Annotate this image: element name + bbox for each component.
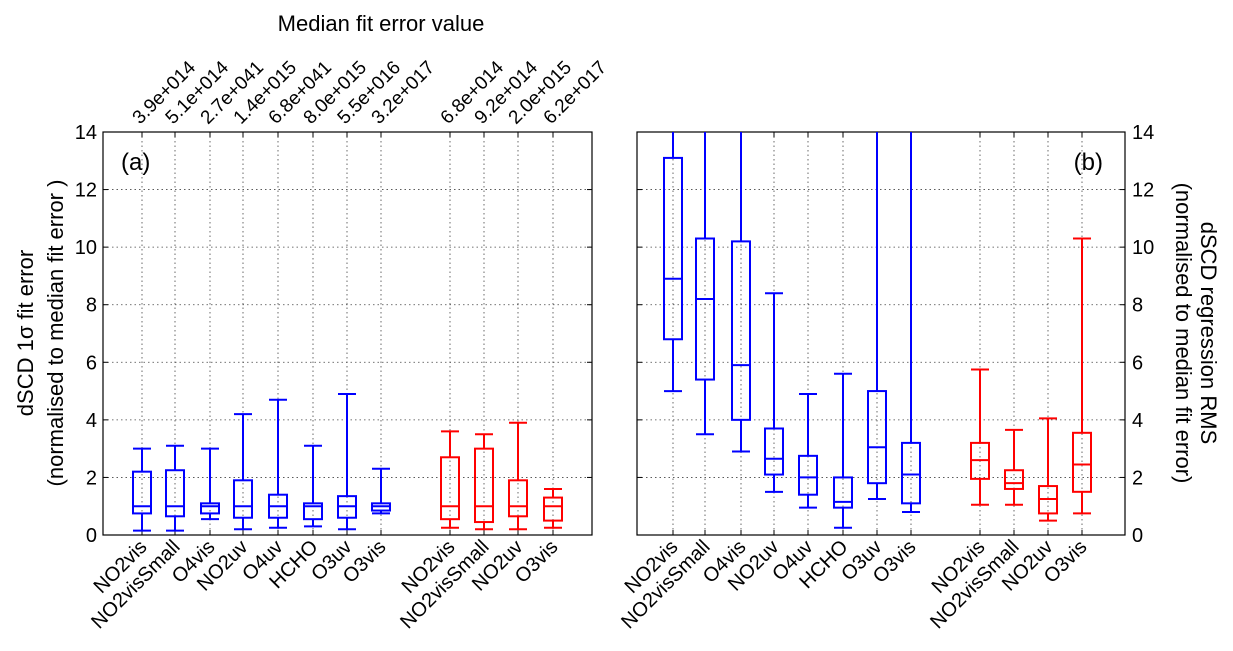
box-iqr [901, 441, 921, 505]
box-iqr [695, 237, 715, 381]
box-o4uv [268, 398, 288, 529]
y-tick-label: 10 [1132, 237, 1154, 259]
box-o3vis [901, 132, 921, 513]
box-iqr [303, 502, 323, 521]
box-o4vis [200, 447, 220, 521]
y-axis-label-sub: (normalised to median fit error) [1171, 183, 1196, 484]
box-iqr [543, 496, 563, 522]
y-tick-label: 6 [1132, 352, 1143, 374]
box-iqr [764, 427, 784, 476]
y-axis-label: dSCD regression RMS [1196, 222, 1221, 445]
box-iqr [663, 156, 683, 341]
box-iqr [833, 476, 853, 509]
y-tick-label: 2 [86, 467, 97, 489]
panel-a: 02468101214NO2visNO2visSmallO4visNO2uvO4… [13, 57, 611, 633]
y-tick-label: 4 [86, 410, 97, 432]
y-axis-label: dSCD 1σ fit error [13, 250, 38, 416]
y-tick-label: 14 [75, 122, 97, 144]
y-tick-label: 4 [1132, 410, 1143, 432]
y-tick-label: 2 [1132, 467, 1143, 489]
box-no2vis [970, 368, 990, 506]
panel-label: (b) [1074, 149, 1103, 176]
box-iqr [440, 456, 460, 521]
box-iqr [233, 479, 253, 519]
y-tick-label: 0 [1132, 525, 1143, 547]
y-tick-label: 14 [1132, 122, 1154, 144]
plot-frame [636, 131, 1126, 536]
y-tick-label: 8 [1132, 295, 1143, 317]
box-no2vis [132, 447, 152, 532]
box-no2vissmall [474, 433, 494, 531]
box-iqr [731, 240, 751, 421]
box-no2vis [440, 430, 460, 529]
box-iqr [1004, 469, 1024, 490]
box-o4vis [731, 132, 751, 453]
top-axis-title: Median fit error value [278, 11, 485, 36]
box-iqr [1072, 431, 1092, 493]
box-hcho [833, 372, 853, 529]
box-no2uv [764, 292, 784, 493]
box-no2uv [1038, 417, 1058, 522]
box-iqr [165, 469, 185, 518]
panel-label: (a) [121, 149, 150, 176]
y-tick-label: 6 [86, 352, 97, 374]
box-iqr [132, 470, 152, 515]
box-no2vissmall [165, 444, 185, 532]
panel-b: 02468101214NO2visNO2visSmallO4visNO2uvO4… [617, 122, 1221, 633]
y-axis-label-sub: (normalised to median fit error ) [43, 180, 68, 487]
box-o4uv [798, 392, 818, 509]
box-no2vis [663, 132, 683, 393]
box-no2vissmall [695, 132, 715, 436]
box-iqr [798, 454, 818, 496]
box-o3uv [337, 392, 357, 531]
box-iqr [474, 447, 494, 524]
y-tick-label: 8 [86, 295, 97, 317]
box-o3vis [371, 467, 391, 515]
box-hcho [303, 444, 323, 528]
box-iqr [508, 479, 528, 518]
y-tick-label: 12 [1132, 180, 1154, 202]
y-tick-label: 0 [86, 525, 97, 547]
box-no2vissmall [1004, 428, 1024, 506]
box-o3vis [1072, 237, 1092, 515]
y-tick-label: 12 [75, 180, 97, 202]
box-iqr [200, 502, 220, 515]
box-o3uv [867, 132, 887, 501]
box-iqr [867, 390, 887, 485]
box-no2uv [233, 413, 253, 531]
box-no2uv [508, 421, 528, 531]
box-o3vis [543, 487, 563, 529]
y-tick-label: 10 [75, 237, 97, 259]
